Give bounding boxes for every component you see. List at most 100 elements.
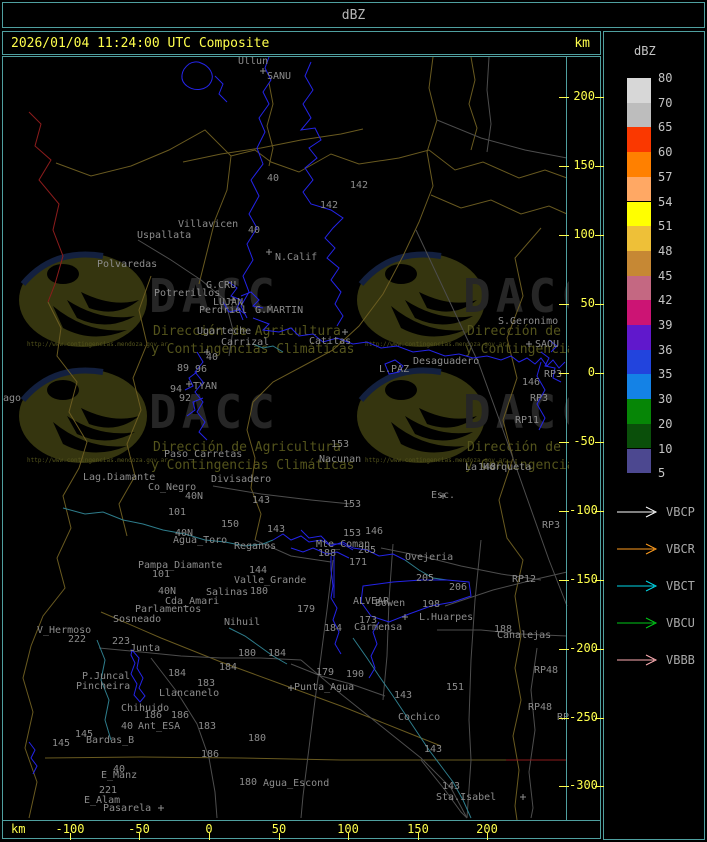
vector-label: VBCP <box>666 505 695 519</box>
colorbar-label: 5 <box>658 466 666 481</box>
map-place-label: E_Manz <box>101 770 137 781</box>
x-tick-label: 200 <box>476 822 498 836</box>
timestamp-label: 2026/01/04 11:24:00 UTC Composite <box>11 35 270 51</box>
map-place-label: 222 <box>68 634 86 645</box>
x-tick-mark <box>139 833 140 840</box>
dacc-watermark: DACC Dirección de Agricultura y Contingenc… <box>19 251 569 473</box>
map-place-label: 180 <box>239 777 257 788</box>
map-place-label: Agua_Toro <box>173 535 227 546</box>
watermark-line1: Dirección de Agricultura <box>467 324 569 339</box>
station-cross-icon <box>402 614 408 620</box>
colorbar-label: 70 <box>658 95 673 110</box>
map-place-label: Perdriel <box>199 305 247 316</box>
station-cross-icon <box>260 68 266 74</box>
vector-legend-row: VBCU <box>604 616 704 630</box>
colorbar-title: dBZ <box>634 44 656 58</box>
vector-arrow-icon <box>617 543 658 555</box>
y-tick-label: 0 <box>587 365 595 379</box>
map-place-label: Pasarela <box>103 803 151 814</box>
station-cross-icon <box>526 341 532 347</box>
map-place-label: 143 <box>267 524 285 535</box>
map-place-label: Uspallata <box>137 230 191 241</box>
y-tick-mark <box>559 649 569 650</box>
station-cross-icon <box>204 349 210 355</box>
map-place-label: 40 <box>248 225 260 236</box>
map-place-label: 171 <box>349 557 367 568</box>
colorbar-swatch <box>627 399 651 424</box>
watermark-line2: y Contingencias Climáticas <box>151 342 355 357</box>
y-tick-mark <box>595 511 604 512</box>
station-cross-icon <box>342 329 348 335</box>
map-place-label: 223 <box>112 636 130 647</box>
map-place-label: 145 <box>75 729 93 740</box>
map-place-label: 40N <box>175 528 193 539</box>
colorbar-label: 42 <box>658 293 673 308</box>
y-tick-label: -200 <box>569 641 598 655</box>
map-place-label: Chihuido <box>121 703 169 714</box>
map-place-label: 40N <box>185 491 203 502</box>
map-place-label: 173 <box>359 615 377 626</box>
map-place-label: Ugarteche <box>197 326 251 337</box>
colorbar-label: 10 <box>658 441 673 456</box>
y-tick-label: -100 <box>569 503 598 517</box>
y-tick-mark <box>595 580 604 581</box>
map-place-label: 40 <box>121 721 133 732</box>
y-tick-mark <box>595 304 604 305</box>
map-place-label: Cochico <box>398 712 440 723</box>
map-place-label: 40N <box>158 586 176 597</box>
y-tick-mark <box>595 97 604 98</box>
x-tick-mark <box>348 833 349 840</box>
plot-bottom-border <box>3 820 600 821</box>
station-cross-icon <box>158 805 164 811</box>
map-place-label: La Horqueta <box>465 462 531 473</box>
x-tick-label: -50 <box>128 822 150 836</box>
map-place-label: Salinas <box>206 587 248 598</box>
map-place-label: Junta <box>130 643 160 654</box>
map-place-label: Carrizal <box>221 337 269 348</box>
colorbar-swatch <box>627 250 651 276</box>
y-tick-label: -250 <box>569 710 598 724</box>
vector-label: VBCR <box>666 542 695 556</box>
y-tick-mark <box>595 649 604 650</box>
y-tick-mark <box>559 580 569 581</box>
map-place-label: 146 <box>522 377 540 388</box>
legend-panel: dBZ 80 70 65 60 57 54 51 48 45 42 39 36 35 30 20 10 5 VB… <box>603 31 705 840</box>
map-place-label: 186 <box>144 710 162 721</box>
colorbar-label: 80 <box>658 71 673 85</box>
colorbar-label: 35 <box>658 367 673 382</box>
river-lines <box>28 57 566 775</box>
map-place-label: 180 <box>250 586 268 597</box>
map-place-label: Parlamentos <box>135 604 201 615</box>
y-tick-mark <box>595 373 604 374</box>
map-place-label: Catitas <box>309 336 351 347</box>
colorbar-label: 39 <box>658 318 673 332</box>
station-cross-icon <box>186 381 192 387</box>
map-place-label: 188 <box>494 624 512 635</box>
colorbar-label: 30 <box>658 392 673 407</box>
header-bar: 2026/01/04 11:24:00 UTC Composite km <box>2 31 601 55</box>
map-place-label: G.MARTIN <box>255 305 303 316</box>
x-tick-mark <box>418 833 419 840</box>
colorbar-swatch <box>627 127 651 153</box>
map-place-label: RP11 <box>515 415 539 426</box>
map-place-label: 183 <box>198 721 216 732</box>
map-place-label: SAOU <box>535 339 559 350</box>
colorbar-swatch <box>627 152 651 177</box>
international-border-line <box>28 111 567 761</box>
map-place-label: 198 <box>422 599 440 610</box>
map-place-label: 101 <box>168 507 186 518</box>
y-tick-mark <box>595 442 604 443</box>
vector-arrow-icon <box>617 580 658 592</box>
x-tick-label: 100 <box>337 822 359 836</box>
map-place-label: 101 <box>152 569 170 580</box>
map-place-label: RP3 <box>542 520 560 531</box>
colorbar-label: 65 <box>658 120 673 135</box>
colorbar-label: 36 <box>658 342 673 357</box>
map-canvas: DACC Dirección de Agricultura y Contingenc… <box>3 57 569 820</box>
y-axis-unit-label: km <box>574 35 590 51</box>
x-tick-label: 50 <box>271 822 287 836</box>
map-place-label: Mte_Coman <box>316 539 370 550</box>
map-place-label: 186 <box>171 710 189 721</box>
watermark-acronym: DACC <box>463 385 569 439</box>
